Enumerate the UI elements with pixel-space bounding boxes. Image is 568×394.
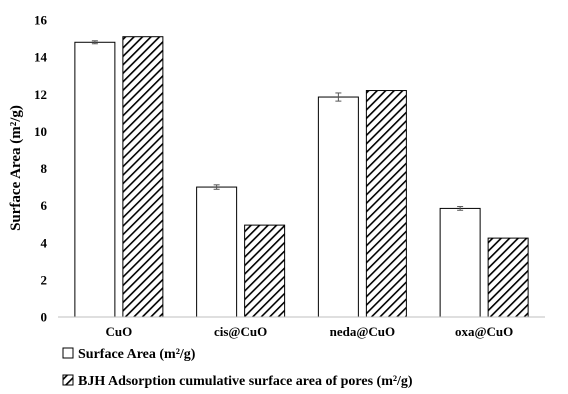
y-tick-label: 4 [41,235,48,250]
category-labels: CuO cis@CuO neda@CuO oxa@CuO [106,324,514,339]
legend: Surface Area (m²/g) BJH Adsorption cumul… [62,347,413,389]
legend-swatch-surface-area [62,347,74,359]
bar-surface-area-neda-at-cuo [317,96,359,318]
y-tick-label: 10 [34,124,47,139]
error-bar [91,40,98,45]
y-tick-label: 8 [41,161,48,176]
y-axis-title-group: Surface Area (m²/g) [8,105,24,231]
bars [74,36,529,318]
y-axis-title: Surface Area (m²/g) [8,105,24,231]
legend-swatch-bjh [62,374,74,386]
y-tick-labels: 0 2 4 6 8 10 12 14 16 [34,13,48,325]
y-tick-label: 2 [41,272,48,287]
x-category-label: CuO [106,324,133,339]
bar-bjh-neda-at-cuo [365,90,407,318]
x-category-label: cis@CuO [214,324,267,339]
x-category-label: oxa@CuO [455,324,513,339]
error-bar [335,92,342,102]
error-bars [91,40,464,211]
bar-surface-area-cis-at-cuo [196,186,238,318]
bar-surface-area-oxa-at-cuo [439,207,481,318]
legend-label-surface-area: Surface Area (m²/g) [78,347,196,362]
error-bar [213,184,220,190]
y-tick-label: 16 [34,13,48,28]
y-tick-label: 0 [41,310,48,325]
y-tick-label: 12 [34,87,47,102]
error-bar [457,206,464,211]
x-category-label: neda@CuO [330,324,396,339]
bar-surface-area-cuo [74,41,116,318]
bar-bjh-oxa-at-cuo [487,237,529,318]
y-tick-label: 6 [41,198,48,213]
legend-label-bjh: BJH Adsorption cumulative surface area o… [78,374,413,389]
bar-bjh-cis-at-cuo [244,224,286,318]
bar-bjh-cuo [122,36,164,318]
y-tick-label: 14 [34,50,48,65]
